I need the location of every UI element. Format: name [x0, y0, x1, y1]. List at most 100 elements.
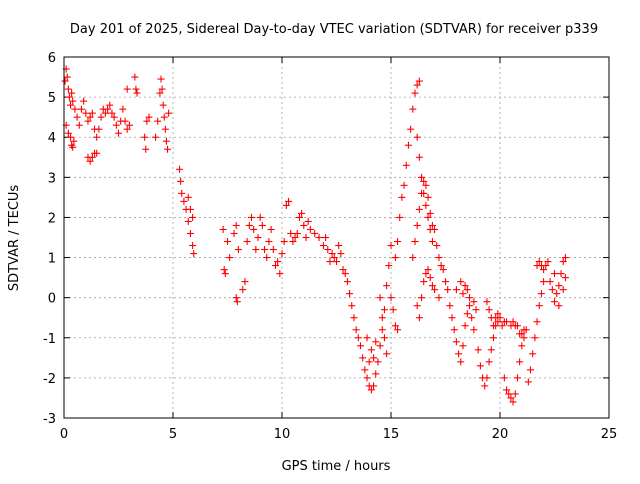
data-point — [455, 350, 463, 358]
data-point — [64, 85, 72, 93]
data-point — [446, 302, 454, 310]
data-point — [282, 201, 290, 209]
data-point — [356, 342, 364, 350]
data-point — [131, 73, 139, 81]
data-point — [189, 213, 197, 221]
data-point — [385, 262, 393, 270]
data-point — [333, 258, 340, 266]
data-point — [555, 282, 563, 290]
data-point — [239, 286, 247, 294]
data-point — [442, 278, 449, 286]
data-point — [394, 326, 402, 334]
data-point — [177, 177, 185, 185]
data-point — [86, 113, 94, 121]
data-point — [115, 129, 122, 137]
data-point — [361, 366, 369, 374]
data-point — [178, 189, 186, 197]
data-point — [511, 390, 519, 398]
data-point — [463, 310, 471, 318]
data-point — [435, 254, 443, 262]
data-point — [280, 238, 288, 246]
data-point — [230, 229, 238, 237]
data-point — [409, 105, 417, 113]
data-point — [161, 125, 169, 133]
data-point — [561, 274, 569, 282]
data-point — [413, 81, 421, 89]
data-point — [444, 286, 452, 294]
data-point — [472, 306, 480, 314]
data-point — [106, 101, 114, 109]
data-point — [302, 234, 310, 241]
data-point — [507, 394, 515, 402]
data-point — [457, 358, 465, 366]
data-point — [154, 117, 162, 125]
data-point — [376, 342, 384, 350]
data-point — [86, 157, 94, 165]
data-point — [104, 105, 112, 113]
data-point — [300, 221, 308, 229]
data-point — [337, 250, 345, 258]
data-point — [263, 254, 271, 262]
data-point — [428, 238, 436, 246]
data-point — [84, 117, 92, 125]
data-point — [226, 254, 234, 262]
data-point — [123, 85, 131, 93]
data-point — [348, 302, 356, 310]
data-point — [162, 137, 170, 145]
data-point — [367, 386, 375, 394]
data-point — [82, 109, 90, 117]
data-point — [426, 274, 434, 282]
data-point — [489, 322, 497, 330]
data-point — [452, 338, 460, 346]
y-tick-label: -3 — [43, 412, 56, 427]
data-point — [494, 310, 502, 318]
data-point — [476, 362, 484, 370]
data-point — [63, 73, 71, 81]
data-point — [418, 189, 426, 197]
data-point — [424, 266, 432, 274]
data-point — [304, 217, 312, 225]
data-point — [435, 294, 443, 302]
data-point — [267, 225, 275, 233]
data-point — [64, 129, 72, 137]
data-point — [415, 153, 423, 161]
data-point — [559, 286, 567, 294]
x-tick-label: 25 — [601, 427, 618, 442]
data-point — [110, 113, 118, 121]
data-point — [561, 254, 569, 262]
data-point — [324, 246, 332, 254]
data-point — [413, 302, 421, 310]
data-point — [524, 378, 532, 386]
data-point — [389, 306, 397, 314]
data-point — [428, 282, 436, 290]
data-point — [69, 97, 77, 105]
data-point — [189, 242, 197, 250]
data-point — [243, 238, 251, 246]
y-tick-label: -2 — [43, 372, 56, 387]
data-point — [396, 213, 404, 221]
y-tick-label: 2 — [48, 211, 56, 226]
data-point — [143, 117, 151, 125]
data-point — [132, 85, 140, 93]
data-point — [461, 322, 469, 330]
data-point — [252, 246, 260, 254]
data-point — [411, 238, 419, 246]
x-tick-label: 15 — [383, 427, 400, 442]
data-point — [165, 109, 173, 117]
data-point — [535, 302, 543, 310]
data-point — [378, 326, 386, 334]
data-point — [370, 354, 378, 362]
axis-ticks: 0 5 10 15 20 25 -3 -2 -1 0 1 2 3 4 5 6 — [43, 51, 617, 442]
data-point — [404, 141, 412, 149]
data-point — [518, 342, 526, 350]
data-point — [431, 286, 439, 294]
data-point — [422, 201, 430, 209]
data-point — [555, 302, 563, 310]
data-point — [291, 234, 299, 241]
data-point — [537, 262, 545, 270]
data-point — [311, 229, 319, 237]
data-point — [457, 278, 465, 286]
data-point — [540, 278, 548, 286]
data-point — [553, 290, 561, 298]
